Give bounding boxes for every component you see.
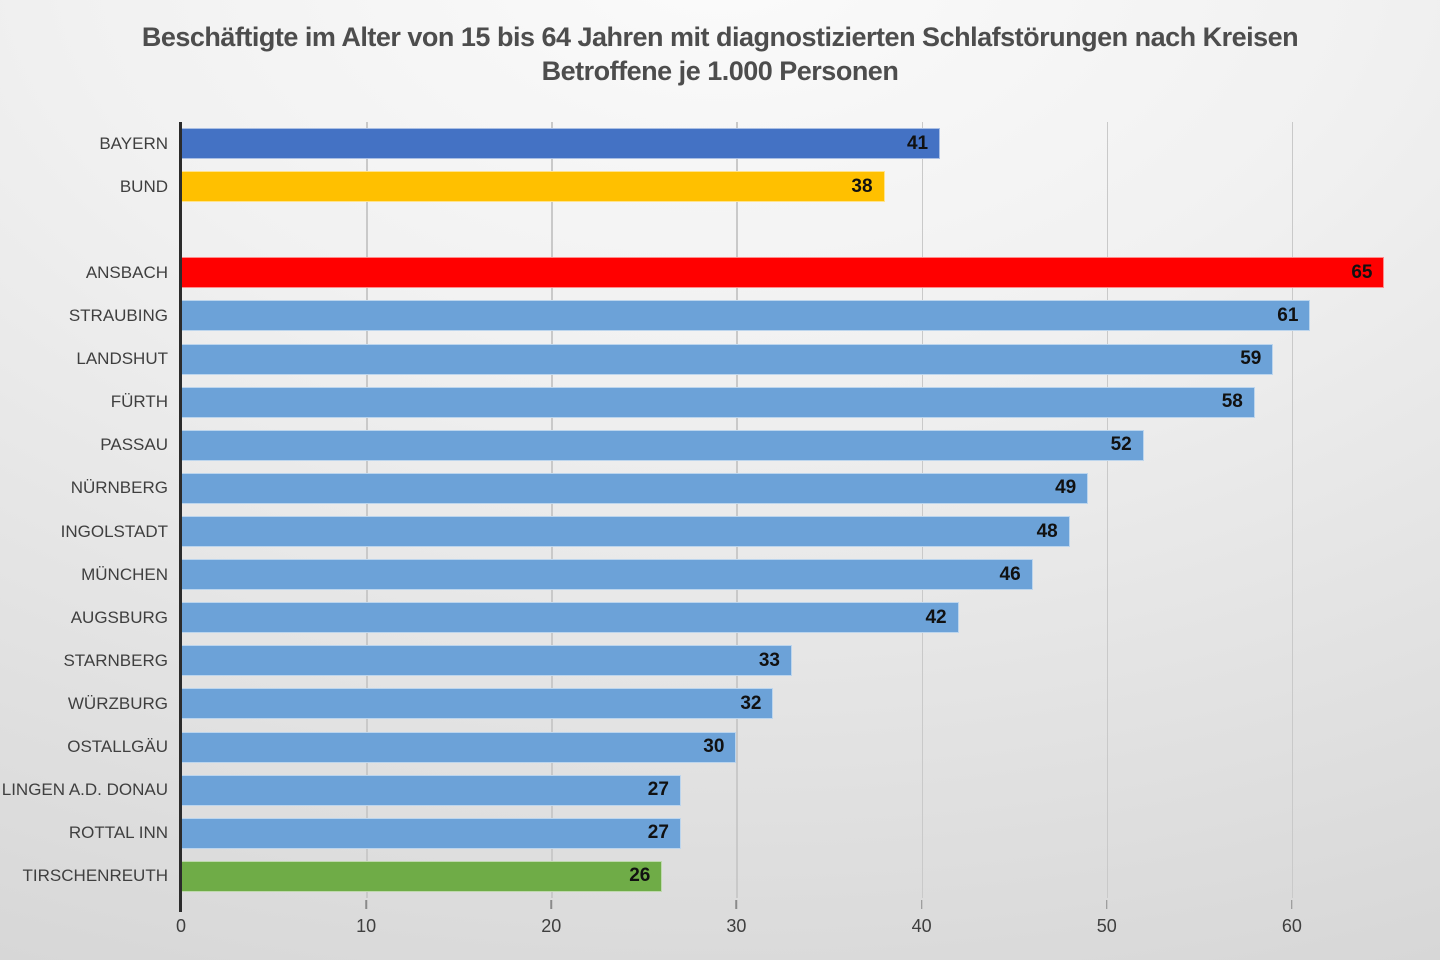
value-label: 26 — [629, 865, 651, 887]
bar: 30 — [181, 731, 737, 763]
x-tick-mark — [920, 900, 923, 909]
chart-title-line1: Beschäftigte im Alter von 15 bis 64 Jahr… — [141, 22, 1299, 52]
bar: 61 — [181, 300, 1311, 332]
x-tick-mark — [365, 900, 367, 909]
x-tick-label: 20 — [541, 916, 562, 936]
chart-row: ROTTAL INN 27 — [69, 812, 1440, 855]
chart-row: ANSBACH 65 — [86, 251, 1440, 294]
x-tick-label: 40 — [911, 916, 932, 936]
chart-title: Beschäftigte im Alter von 15 bis 64 Jahr… — [0, 20, 1440, 88]
category-label: LANDSHUT — [76, 349, 168, 369]
category-label: WÜRZBURG — [67, 693, 168, 713]
x-tick-label: 0 — [175, 916, 187, 936]
chart-title-line2: Betroffene je 1.000 Personen — [541, 56, 899, 86]
bar: 46 — [181, 559, 1033, 591]
category-label: FÜRTH — [110, 392, 168, 412]
x-tick-mark — [550, 900, 553, 909]
gridline — [1291, 122, 1294, 898]
chart-row: NÜRNBERG 49 — [71, 467, 1440, 510]
x-tick-label: 60 — [1281, 916, 1302, 936]
value-label: 27 — [647, 779, 669, 801]
chart-row: WÜRZBURG 32 — [68, 682, 1440, 725]
chart-row: BAYERN 41 — [99, 122, 1440, 165]
chart-row: BUND 38 — [120, 165, 1440, 208]
bar: 59 — [181, 343, 1274, 375]
value-label: 33 — [758, 649, 780, 671]
category-label: PASSAU — [100, 435, 168, 455]
bar: 41 — [181, 128, 941, 159]
bar: 33 — [181, 645, 792, 677]
category-label: NÜRNBERG — [70, 478, 168, 498]
category-label: AUGSBURG — [70, 607, 168, 627]
chart-row: TIRSCHENREUTH 26 — [23, 855, 1440, 898]
bar: 42 — [181, 602, 959, 634]
category-label: STARNBERG — [63, 650, 168, 670]
value-label: 65 — [1351, 261, 1373, 283]
value-label: 32 — [740, 692, 762, 714]
chart-row — [181, 208, 1440, 251]
value-label: 52 — [1110, 434, 1132, 456]
bar: 52 — [181, 429, 1144, 461]
category-label: BUND — [119, 176, 168, 196]
bar-chart-plot-area: BAYERN 41 BUND 38 ANSBACH 65 STRAUBING 6… — [2, 122, 1440, 936]
chart-row: MÜNCHEN 46 — [81, 553, 1440, 596]
category-label: ROTTAL INN — [68, 823, 168, 843]
bar: 27 — [181, 817, 681, 849]
gridline — [1106, 122, 1109, 898]
category-label: TIRSCHENREUTH — [22, 866, 168, 886]
chart-row: LANDSHUT 59 — [76, 338, 1440, 381]
gridline — [736, 122, 738, 898]
chart-row: OSTALLGÄU 30 — [67, 726, 1440, 769]
bar: 32 — [181, 688, 774, 720]
value-label: 49 — [1055, 477, 1077, 499]
x-tick-label: 30 — [726, 916, 747, 936]
x-tick-label: 50 — [1096, 916, 1117, 936]
bar: 38 — [181, 171, 885, 203]
gridline — [366, 122, 368, 898]
bar: 49 — [181, 472, 1089, 504]
value-label: 42 — [925, 606, 947, 628]
category-label: LINGEN A.D. DONAU — [1, 780, 168, 800]
value-label: 27 — [647, 822, 669, 844]
category-label: BAYERN — [99, 133, 168, 153]
chart-row: LINGEN A.D. DONAU 27 — [2, 769, 1440, 812]
category-label: OSTALLGÄU — [67, 737, 168, 757]
category-label: INGOLSTADT — [60, 521, 168, 541]
chart-row: PASSAU 52 — [100, 424, 1440, 467]
chart-row: AUGSBURG 42 — [71, 596, 1440, 639]
value-label: 59 — [1240, 348, 1262, 370]
chart-row: FÜRTH 58 — [111, 381, 1440, 424]
value-label: 58 — [1221, 391, 1243, 413]
chart-row: INGOLSTADT 48 — [61, 510, 1440, 553]
category-label: STRAUBING — [68, 305, 168, 325]
bar: 26 — [181, 860, 663, 892]
x-tick-label: 10 — [356, 916, 377, 936]
gridline — [551, 122, 553, 898]
value-label: 30 — [703, 736, 725, 758]
value-label: 41 — [906, 132, 929, 154]
gridline — [921, 122, 924, 898]
x-tick-mark — [1105, 900, 1108, 909]
chart-row: STRAUBING 61 — [69, 294, 1440, 337]
bar: 27 — [181, 774, 681, 806]
bar: 65 — [181, 257, 1385, 289]
category-label: ANSBACH — [85, 262, 168, 282]
chart-row: STARNBERG 33 — [63, 639, 1440, 682]
value-label: 48 — [1036, 520, 1058, 542]
category-axis-line — [179, 122, 182, 912]
x-tick-mark — [735, 900, 738, 909]
value-label: 38 — [851, 175, 873, 197]
bar: 48 — [181, 516, 1070, 547]
value-label: 61 — [1277, 304, 1299, 326]
category-label: MÜNCHEN — [81, 564, 168, 584]
x-tick-mark — [1291, 900, 1293, 909]
bar: 58 — [181, 386, 1255, 418]
value-label: 46 — [999, 563, 1021, 585]
